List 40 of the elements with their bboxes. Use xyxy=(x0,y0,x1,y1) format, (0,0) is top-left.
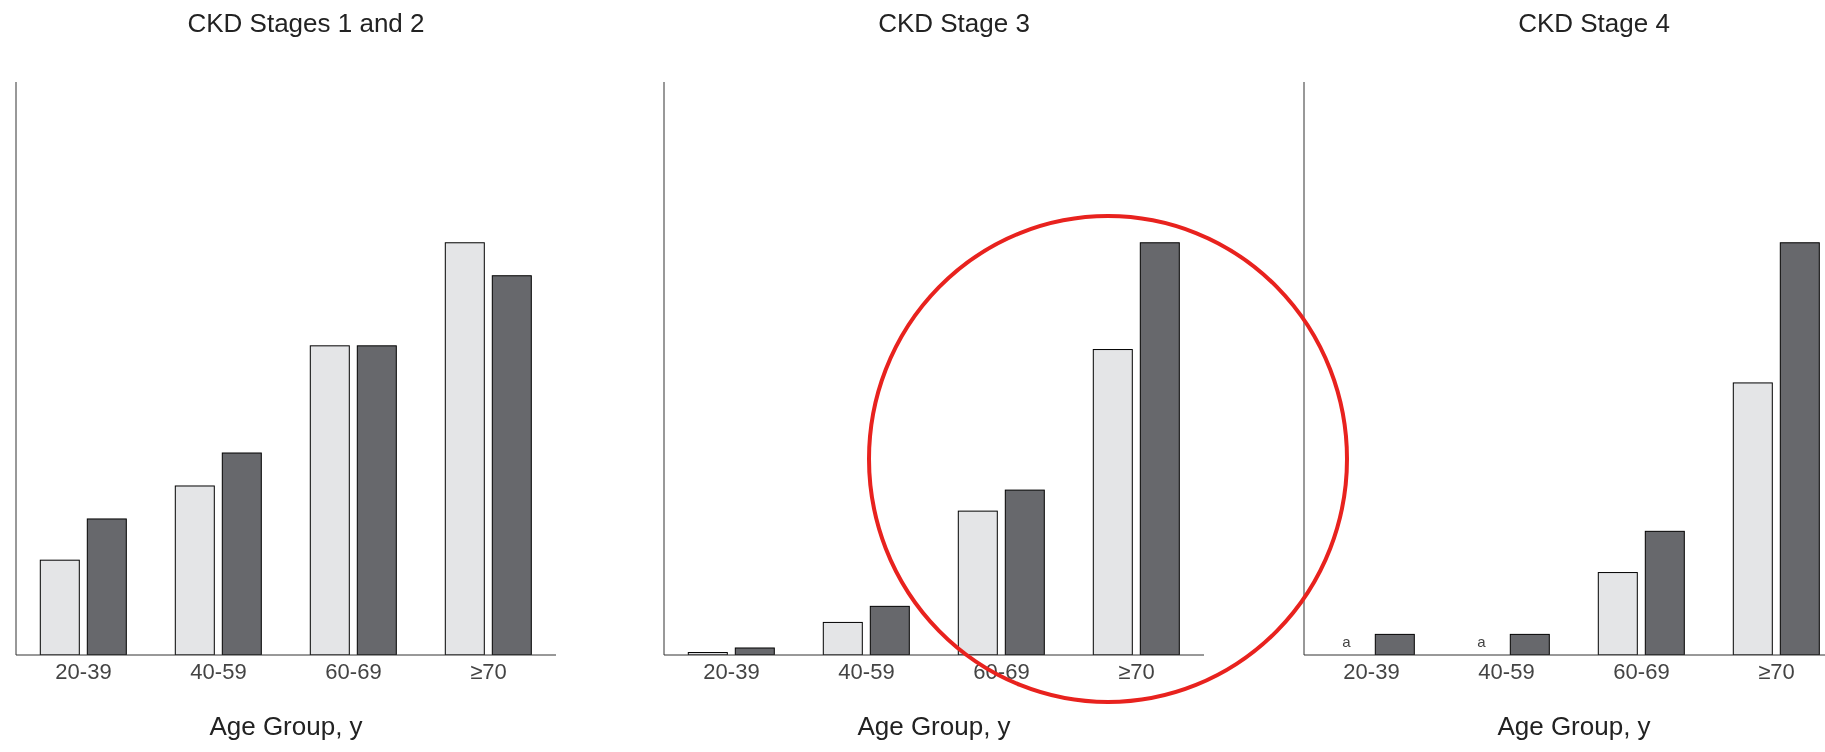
bar xyxy=(1139,242,1180,655)
bar xyxy=(1644,530,1685,655)
bar xyxy=(734,647,775,655)
annotation: a xyxy=(1477,633,1487,650)
x-tick-label: 60-69 xyxy=(1613,658,1670,684)
bar xyxy=(309,345,350,655)
x-tick-label: 20-39 xyxy=(1343,658,1400,684)
bar xyxy=(1004,489,1045,655)
bar xyxy=(444,242,485,655)
x-axis-title: Age Group, y xyxy=(857,711,1011,741)
bar xyxy=(1779,242,1820,655)
bar xyxy=(491,275,532,655)
bar xyxy=(1732,382,1773,655)
annotation: a xyxy=(1342,633,1352,650)
bar xyxy=(39,559,80,655)
bar xyxy=(822,621,863,655)
bar xyxy=(356,345,397,655)
bar xyxy=(1092,349,1133,655)
bar xyxy=(174,485,215,655)
bar xyxy=(957,510,998,655)
bar xyxy=(1597,572,1638,655)
x-tick-label: 40-59 xyxy=(1478,658,1535,684)
bar xyxy=(869,605,910,655)
x-tick-label: 20-39 xyxy=(703,658,760,684)
x-tick-label: 20-39 xyxy=(55,658,112,684)
bar xyxy=(1509,633,1550,655)
bar xyxy=(86,518,127,655)
x-tick-label: ≥70 xyxy=(470,658,507,684)
x-tick-label: ≥70 xyxy=(1118,658,1155,684)
x-tick-label: ≥70 xyxy=(1758,658,1795,684)
chart-title: CKD Stages 1 and 2 xyxy=(186,8,426,39)
chart-title: CKD Stage 3 xyxy=(877,8,1031,39)
x-tick-label: 60-69 xyxy=(325,658,382,684)
chart-title: CKD Stage 4 xyxy=(1517,8,1671,39)
x-axis-title: Age Group, y xyxy=(209,711,363,741)
x-axis-title: Age Group, y xyxy=(1497,711,1651,741)
bar xyxy=(1374,633,1415,655)
bar xyxy=(221,452,262,655)
x-tick-label: 40-59 xyxy=(838,658,895,684)
x-tick-label: 40-59 xyxy=(190,658,247,684)
